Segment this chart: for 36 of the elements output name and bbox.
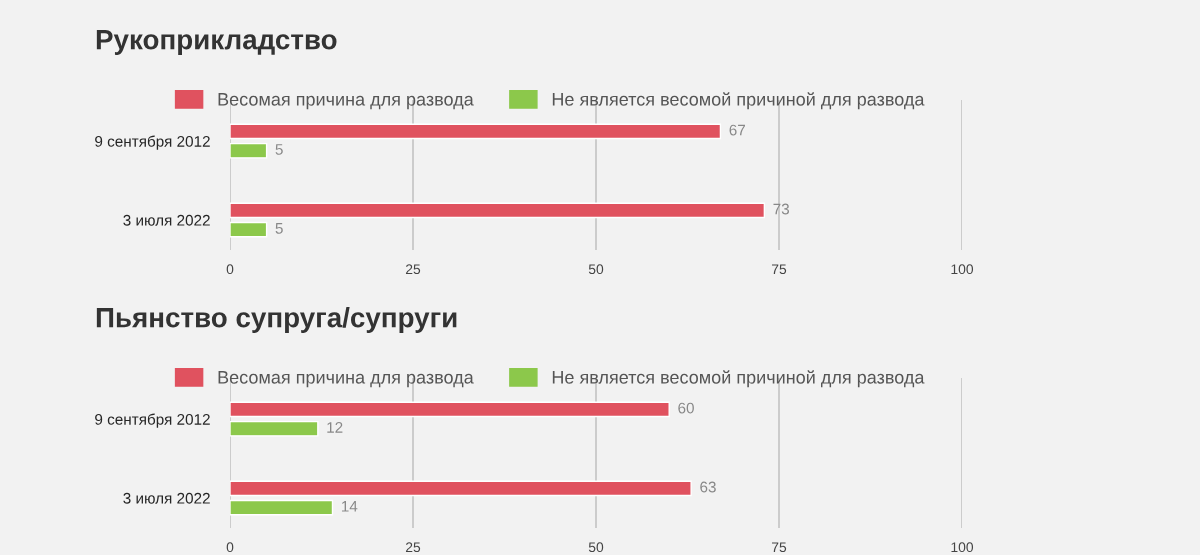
y-tick-label: 3 июля 2022	[123, 214, 210, 226]
data-label: 63	[700, 481, 716, 493]
legend-label: Весомая причина для развода	[218, 371, 474, 388]
x-tick-label: 25	[405, 542, 421, 553]
x-tick-label: 0	[226, 264, 234, 275]
data-label: 73	[773, 203, 790, 215]
data-label: 5	[275, 144, 283, 155]
data-label: 5	[275, 223, 283, 234]
x-tick-label: 0	[226, 542, 234, 553]
bar	[230, 499, 334, 516]
data-label: 60	[678, 402, 694, 414]
legend-label: Весомая причина для развода	[218, 93, 474, 110]
legend-label: Не является весомой причиной для развода	[552, 92, 925, 110]
x-tick-label: 25	[405, 264, 421, 275]
x-tick-label: 75	[771, 264, 787, 275]
data-label: 14	[341, 501, 358, 512]
x-tick-label: 100	[951, 542, 974, 553]
legend-label: Не является весомой причиной для развода	[552, 370, 925, 388]
bar	[230, 480, 692, 497]
x-tick-label: 75	[771, 542, 787, 553]
bar	[230, 142, 268, 159]
data-label: 12	[327, 422, 343, 433]
bar	[230, 123, 722, 140]
bar	[230, 221, 268, 238]
x-tick-label: 100	[951, 264, 974, 275]
x-tick-label: 50	[588, 542, 604, 553]
x-tick-label: 50	[588, 264, 604, 275]
chart-title: Пьянство супруга/супруги	[96, 307, 457, 333]
bar	[230, 401, 670, 418]
data-label: 67	[729, 124, 745, 136]
chart-title: Рукоприкладство	[96, 30, 337, 55]
y-tick-label: 9 сентября 2012	[95, 135, 210, 150]
bar	[230, 420, 319, 437]
y-tick-label: 3 июля 2022	[123, 492, 210, 504]
bar	[230, 202, 766, 219]
y-tick-label: 9 сентября 2012	[95, 413, 210, 428]
